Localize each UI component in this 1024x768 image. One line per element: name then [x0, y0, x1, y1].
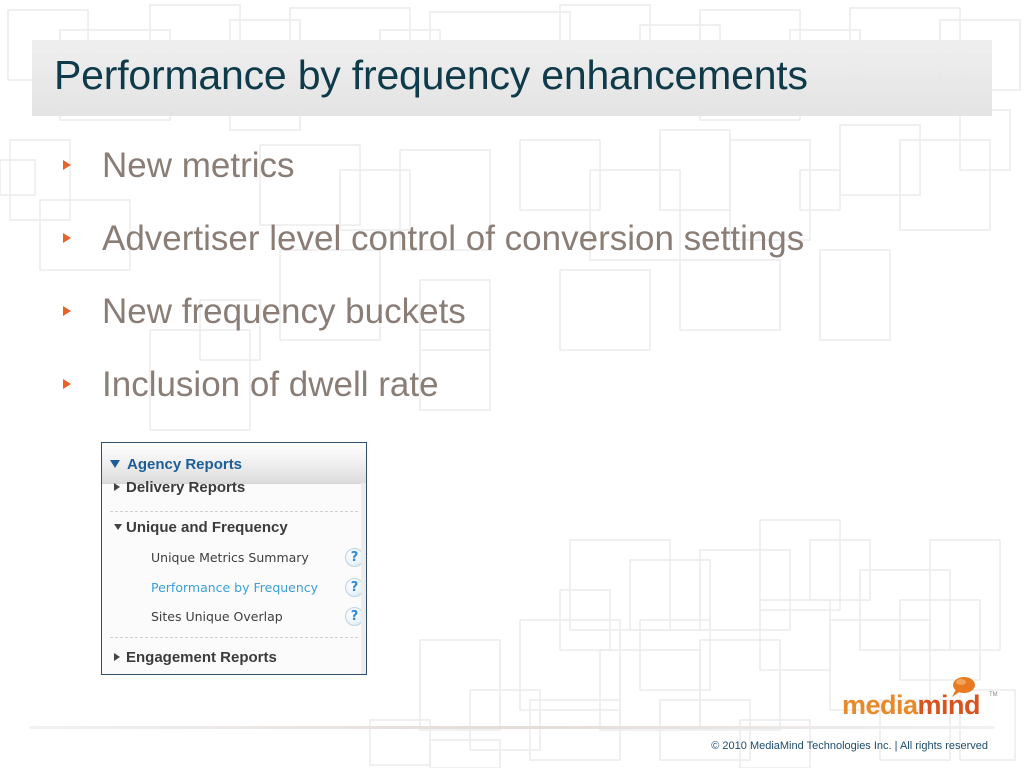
bullet-text: Advertiser level control of conversion s… [102, 219, 805, 258]
report-link-label: Sites Unique Overlap [151, 609, 283, 624]
panel-scroll-edge [361, 483, 366, 674]
bullet-text: New frequency buckets [102, 292, 466, 331]
bullet-arrow-icon [63, 233, 71, 243]
agency-reports-header[interactable]: Agency Reports [102, 443, 366, 484]
report-link-performance-by-frequency[interactable]: Performance by Frequency [151, 580, 318, 595]
divider [110, 637, 358, 638]
mediamind-logo: mediamind TM [842, 676, 1002, 722]
delivery-reports-group[interactable]: Delivery Reports [114, 479, 354, 495]
bullet-arrow-icon [63, 306, 71, 316]
report-link-label: Performance by Frequency [151, 580, 319, 595]
slide-title: Performance by frequency enhancements [54, 52, 808, 98]
divider [110, 511, 358, 512]
bullet-arrow-icon [63, 160, 71, 170]
expand-down-icon [110, 460, 120, 468]
report-link-sites-unique-overlap[interactable]: Sites Unique Overlap [151, 609, 283, 624]
engagement-reports-label: Engagement Reports [126, 649, 277, 666]
bullet-text: Inclusion of dwell rate [102, 365, 439, 404]
speech-bubble-icon [952, 677, 975, 697]
footer-copyright: © 2010 MediaMind Technologies Inc. | All… [711, 740, 988, 752]
report-link-label: Unique Metrics Summary [151, 550, 309, 565]
expanded-arrow-icon [114, 524, 122, 530]
unique-frequency-group[interactable]: Unique and Frequency [114, 519, 354, 537]
report-link-unique-metrics-summary[interactable]: Unique Metrics Summary [151, 550, 309, 565]
bullet-arrow-icon [63, 379, 71, 389]
logo-wordmark: mediamind [842, 690, 981, 720]
bullet-text: New metrics [102, 146, 295, 185]
agency-reports-panel-screenshot: Agency Reports Delivery Reports Unique a… [101, 442, 367, 675]
title-band [32, 40, 992, 116]
unique-frequency-label: Unique and Frequency [126, 519, 288, 536]
collapsed-arrow-icon [114, 483, 120, 491]
trademark-mark: TM [989, 692, 998, 698]
engagement-reports-group[interactable]: Engagement Reports [114, 649, 354, 667]
collapsed-arrow-icon [114, 653, 120, 661]
agency-reports-label: Agency Reports [127, 456, 243, 473]
delivery-reports-label: Delivery Reports [126, 479, 246, 495]
footer-divider [30, 726, 994, 729]
